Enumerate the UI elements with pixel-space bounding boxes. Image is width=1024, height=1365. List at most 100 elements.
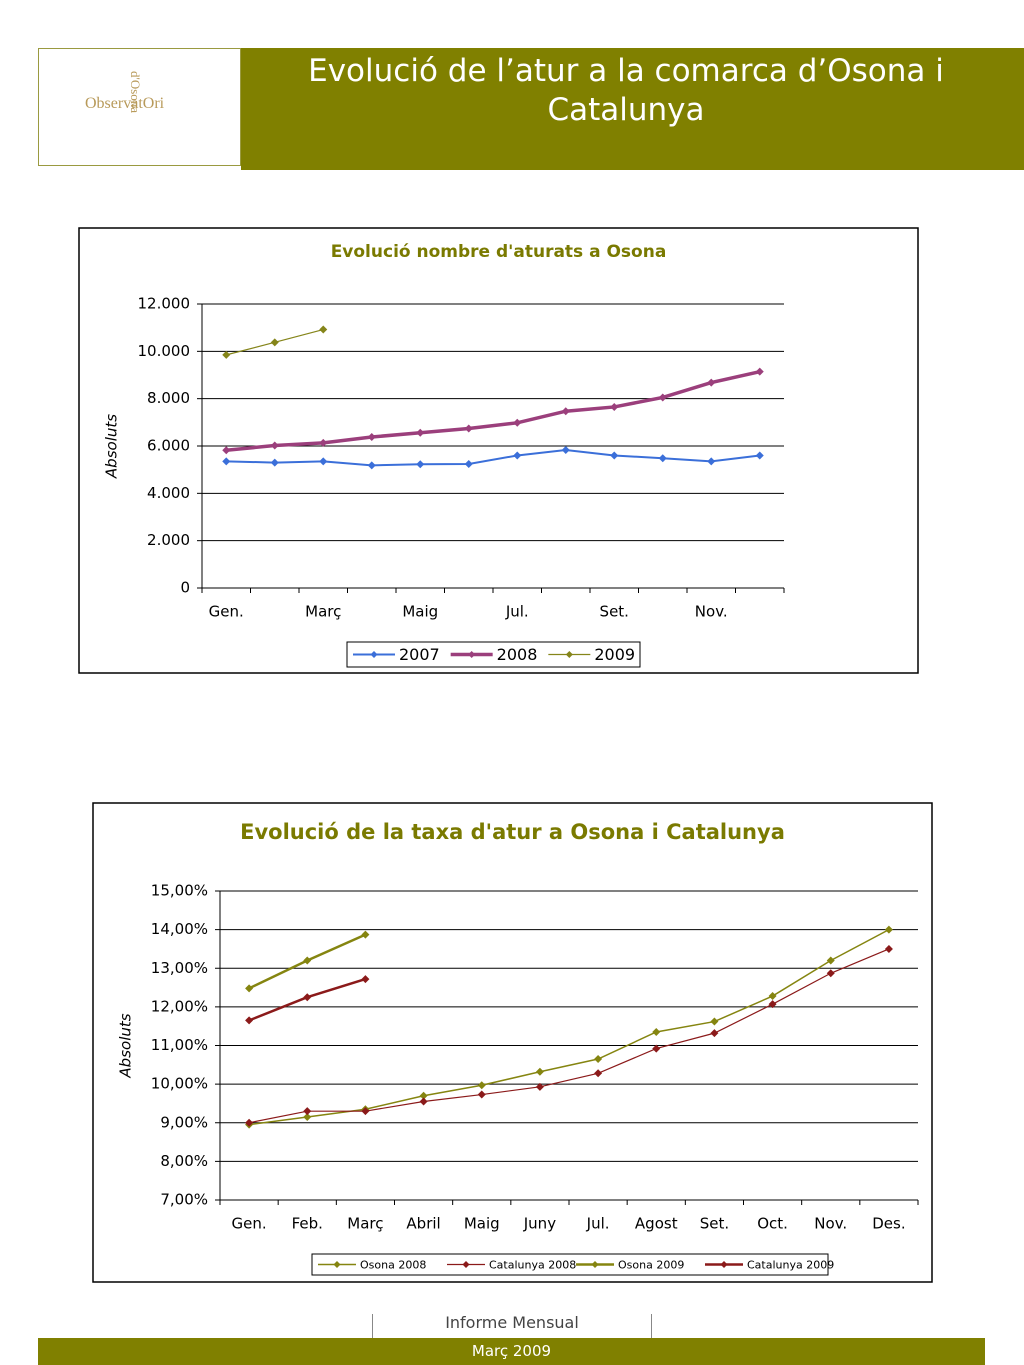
data-point [535,1067,544,1076]
series-line [226,369,761,453]
data-point [319,438,328,447]
y-tick-label: 8,00% [160,1152,208,1170]
data-point [710,1029,719,1038]
data-point [755,367,764,376]
data-point [513,418,522,427]
series-line [226,449,760,467]
y-tick-label: 12,00% [151,997,208,1015]
data-point [594,1069,603,1078]
data-point [658,454,667,463]
data-point [270,458,279,467]
data-point [319,457,328,466]
footer-bar: Març 2009 [38,1338,985,1365]
data-point [464,424,473,433]
data-point [464,459,473,468]
chart-frame [78,227,919,674]
legend-marker [333,1261,341,1268]
logo-name: ObservatOri [85,95,165,112]
y-tick-label: 11,00% [151,1036,208,1054]
legend-label: Catalunya 2008 [489,1259,576,1272]
data-point [610,402,619,411]
data-point [513,451,522,460]
footer-report: Informe Mensual [445,1313,579,1332]
data-point [419,1097,428,1106]
legend-marker [462,1261,470,1268]
data-point [416,428,425,437]
x-tick-label: Maig [464,1215,500,1233]
data-point [270,441,279,450]
legend-label: Osona 2009 [618,1259,684,1272]
footer-date: Març 2009 [471,1342,552,1360]
data-point [610,451,619,460]
data-point [245,1118,254,1127]
x-tick-label: Abril [406,1215,440,1233]
legend-box [311,1253,829,1276]
chart-title: Evolució nombre d'aturats a Osona [331,242,667,262]
x-tick-label: Set. [600,603,629,621]
data-point [319,325,328,334]
y-axis-label: Absoluts [103,414,121,479]
legend-box [346,641,641,668]
series-line [248,928,890,1126]
data-point [270,338,279,347]
y-tick-label: 2.000 [147,531,190,549]
data-point [826,956,835,965]
data-point [755,451,764,460]
legend-label: Catalunya 2009 [747,1259,834,1272]
data-point [361,1107,370,1116]
data-point [361,975,370,984]
legend-marker [370,651,378,658]
data-point [561,446,570,455]
chart-title: Evolució de la taxa d'atur a Osona i Cat… [240,820,785,844]
x-tick-label: Març [305,603,341,621]
legend-label: Osona 2008 [360,1259,426,1272]
header-title: Evolució de l’atur a la comarca d’Osona … [308,53,944,128]
y-tick-label: 10,00% [151,1075,208,1093]
data-point [222,350,231,359]
charts: Evolució nombre d'aturats a Osona Absolut… [78,227,933,1283]
data-point [222,457,231,466]
x-tick-label: Feb. [292,1215,323,1233]
data-point [367,433,376,442]
data-point [768,1000,777,1009]
legend-label: 2007 [399,645,440,664]
header-bar: Evolució de l’atur a la comarca d’Osona … [241,48,1024,170]
y-tick-label: 10.000 [138,342,191,360]
x-tick-label: Oct. [757,1215,788,1233]
data-point [245,984,254,993]
data-point [658,393,667,402]
x-tick-label: Maig [402,603,438,621]
data-point [361,930,370,939]
data-point [652,1044,661,1053]
y-tick-label: 7,00% [160,1191,208,1209]
y-tick-label: 15,00% [151,882,208,900]
data-point [561,407,570,416]
legend-label: 2009 [594,645,635,664]
x-tick-label: Jul. [586,1215,610,1233]
logo-box: ObservatOri d'Osona [38,48,241,166]
x-tick-label: Agost [635,1215,678,1233]
data-point [367,461,376,470]
data-point [416,460,425,469]
y-tick-label: 14,00% [151,920,208,938]
y-tick-label: 4.000 [147,484,190,502]
data-point [707,378,716,387]
y-axis-label: Absoluts [117,1013,135,1078]
y-tick-label: 12.000 [138,295,191,313]
y-tick-label: 9,00% [160,1113,208,1131]
data-point [884,944,893,953]
data-point [535,1082,544,1091]
data-point [477,1090,486,1099]
data-point [419,1091,428,1100]
chart-frame [92,802,933,1283]
x-tick-label: Març [347,1215,383,1233]
x-tick-label: Juny [523,1215,556,1233]
data-point [652,1027,661,1036]
legend-marker [565,651,573,658]
x-tick-label: Gen. [232,1215,267,1233]
x-tick-label: Jul. [505,603,529,621]
data-point [477,1081,486,1090]
x-tick-label: Des. [872,1215,905,1233]
data-point [303,993,312,1002]
